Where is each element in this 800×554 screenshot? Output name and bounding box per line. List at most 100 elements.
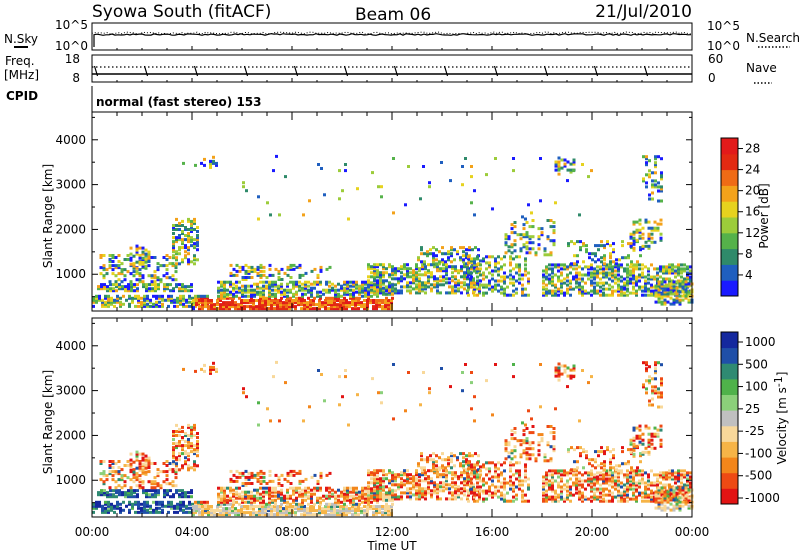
velocity-cell	[364, 486, 367, 490]
velocity-cell	[418, 489, 421, 493]
power-cell	[178, 224, 181, 227]
power-cell	[148, 283, 151, 287]
velocity-cell	[367, 473, 370, 477]
power-cell	[677, 267, 680, 271]
velocity-cell	[259, 500, 262, 504]
velocity-cell	[504, 443, 508, 447]
power-cell	[316, 276, 320, 279]
power-cell	[582, 244, 585, 248]
velocity-cell	[181, 438, 184, 441]
velocity-cell	[478, 493, 481, 497]
power-cell	[602, 273, 605, 277]
velocity-cell	[379, 497, 382, 501]
velocity-cell	[146, 508, 149, 512]
velocity-cell	[629, 487, 632, 491]
power-cell	[258, 305, 261, 309]
velocity-cell	[617, 499, 620, 503]
velocity-cell	[146, 500, 149, 504]
velocity-cell	[466, 471, 469, 475]
velocity-cell	[370, 489, 373, 493]
power-cell	[196, 234, 199, 237]
power-cell	[412, 277, 415, 281]
power-cell	[182, 298, 185, 302]
velocity-cell	[119, 506, 122, 510]
velocity-cell	[354, 513, 357, 517]
velocity-cell	[241, 473, 245, 477]
power-cell	[132, 266, 136, 270]
power-cell	[178, 228, 181, 231]
velocity-cell	[309, 507, 312, 511]
power-cell	[229, 284, 232, 288]
power-cell	[373, 277, 376, 281]
power-cell	[373, 289, 376, 293]
velocity-cell	[418, 479, 421, 483]
velocity-cell	[406, 475, 409, 479]
velocity-cell	[376, 477, 379, 481]
velocity-cell	[285, 513, 288, 517]
noise-tick-high-right: 10^5	[707, 19, 740, 33]
power-cell	[521, 287, 524, 291]
velocity-cell	[626, 487, 629, 491]
power-cell	[500, 267, 503, 271]
velocity-cell	[259, 469, 263, 473]
power-cell	[241, 284, 244, 288]
power-cell	[237, 307, 240, 311]
velocity-cell	[617, 493, 620, 497]
power-cell	[563, 277, 566, 281]
power-cell	[680, 269, 683, 273]
velocity-cell	[192, 509, 195, 513]
power-cell	[264, 305, 267, 309]
velocity-cell	[108, 486, 112, 490]
velocity-cell	[124, 493, 127, 497]
velocity-cell	[264, 513, 267, 517]
power-cell	[608, 273, 611, 277]
power-cell	[217, 286, 220, 290]
power-cell	[671, 263, 674, 267]
power-cell	[209, 159, 212, 163]
power-cell	[438, 262, 441, 266]
velocity-cell	[346, 488, 349, 492]
velocity-cell	[95, 506, 98, 510]
velocity-cell	[171, 480, 175, 484]
velocity-cell	[334, 496, 337, 500]
power-cell	[626, 281, 629, 285]
velocity-cell	[433, 481, 436, 485]
power-cell	[524, 217, 527, 221]
power-cell	[418, 285, 421, 289]
power-cell	[560, 283, 563, 287]
power-cell	[650, 228, 654, 232]
power-cell	[473, 289, 476, 293]
power-cell	[436, 283, 439, 287]
power-cell	[417, 256, 420, 260]
velocity-cell	[258, 505, 261, 508]
velocity-cell	[106, 491, 109, 495]
velocity-cell	[629, 479, 632, 483]
power-cell	[687, 292, 691, 296]
power-cell	[442, 275, 445, 279]
velocity-cell	[181, 491, 184, 495]
power-cell	[388, 285, 391, 289]
power-cell	[178, 287, 181, 291]
power-cell	[409, 285, 412, 289]
velocity-cell	[545, 499, 548, 503]
power-cell	[663, 286, 667, 290]
power-cell	[482, 285, 485, 289]
velocity-cell	[521, 479, 524, 483]
velocity-cell	[322, 494, 325, 498]
velocity-cell	[223, 498, 226, 502]
velocity-cell	[668, 471, 671, 475]
power-cell	[441, 252, 444, 256]
power-cell	[373, 275, 376, 279]
power-cell	[356, 187, 359, 191]
power-cell	[590, 293, 593, 297]
power-cell	[283, 294, 286, 298]
power-cell	[381, 301, 384, 305]
power-cell	[524, 267, 527, 271]
velocity-cell	[430, 469, 433, 473]
velocity-cell	[102, 460, 106, 463]
power-cell	[346, 286, 349, 290]
power-cell	[277, 290, 280, 294]
velocity-cell	[500, 471, 503, 475]
power-cell	[161, 294, 164, 298]
power-cell	[187, 217, 190, 221]
